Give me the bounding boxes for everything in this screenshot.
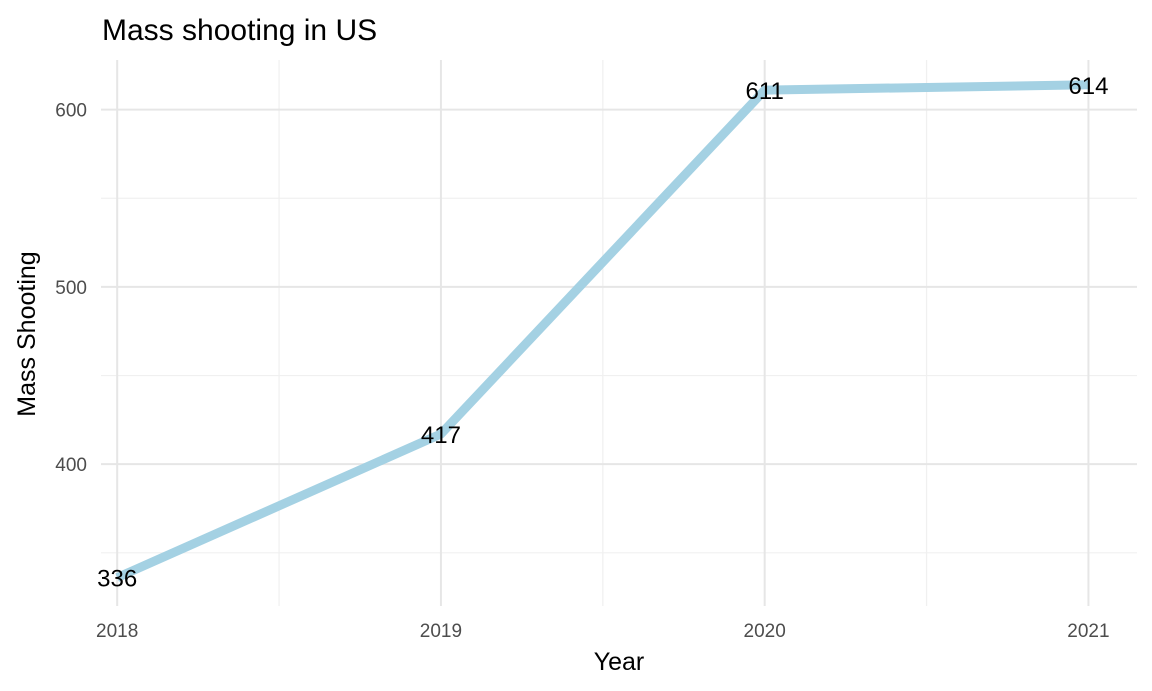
- y-tick-label: 500: [55, 278, 87, 299]
- data-label: 611: [746, 78, 784, 105]
- x-tick-label: 2020: [744, 621, 786, 642]
- data-label: 614: [1068, 73, 1108, 100]
- axis-ticks: 400 500 600 2018 2019 2020 2021: [55, 101, 1109, 642]
- series-line: [115, 80, 1089, 582]
- chart-title: Mass shooting in US: [102, 14, 377, 47]
- x-tick-label: 2018: [96, 621, 138, 642]
- x-tick-label: 2019: [420, 621, 462, 642]
- y-tick-label: 600: [55, 101, 87, 122]
- y-tick-label: 400: [55, 455, 87, 476]
- grid: [101, 60, 1137, 606]
- x-axis-title: Year: [594, 648, 645, 676]
- data-label: 417: [421, 422, 461, 449]
- data-labels: 336 417 611 614: [97, 73, 1108, 593]
- series-layer: [115, 80, 1089, 582]
- data-label: 336: [97, 566, 137, 593]
- y-axis-title: Mass Shooting: [13, 251, 41, 416]
- x-tick-label: 2021: [1067, 621, 1109, 642]
